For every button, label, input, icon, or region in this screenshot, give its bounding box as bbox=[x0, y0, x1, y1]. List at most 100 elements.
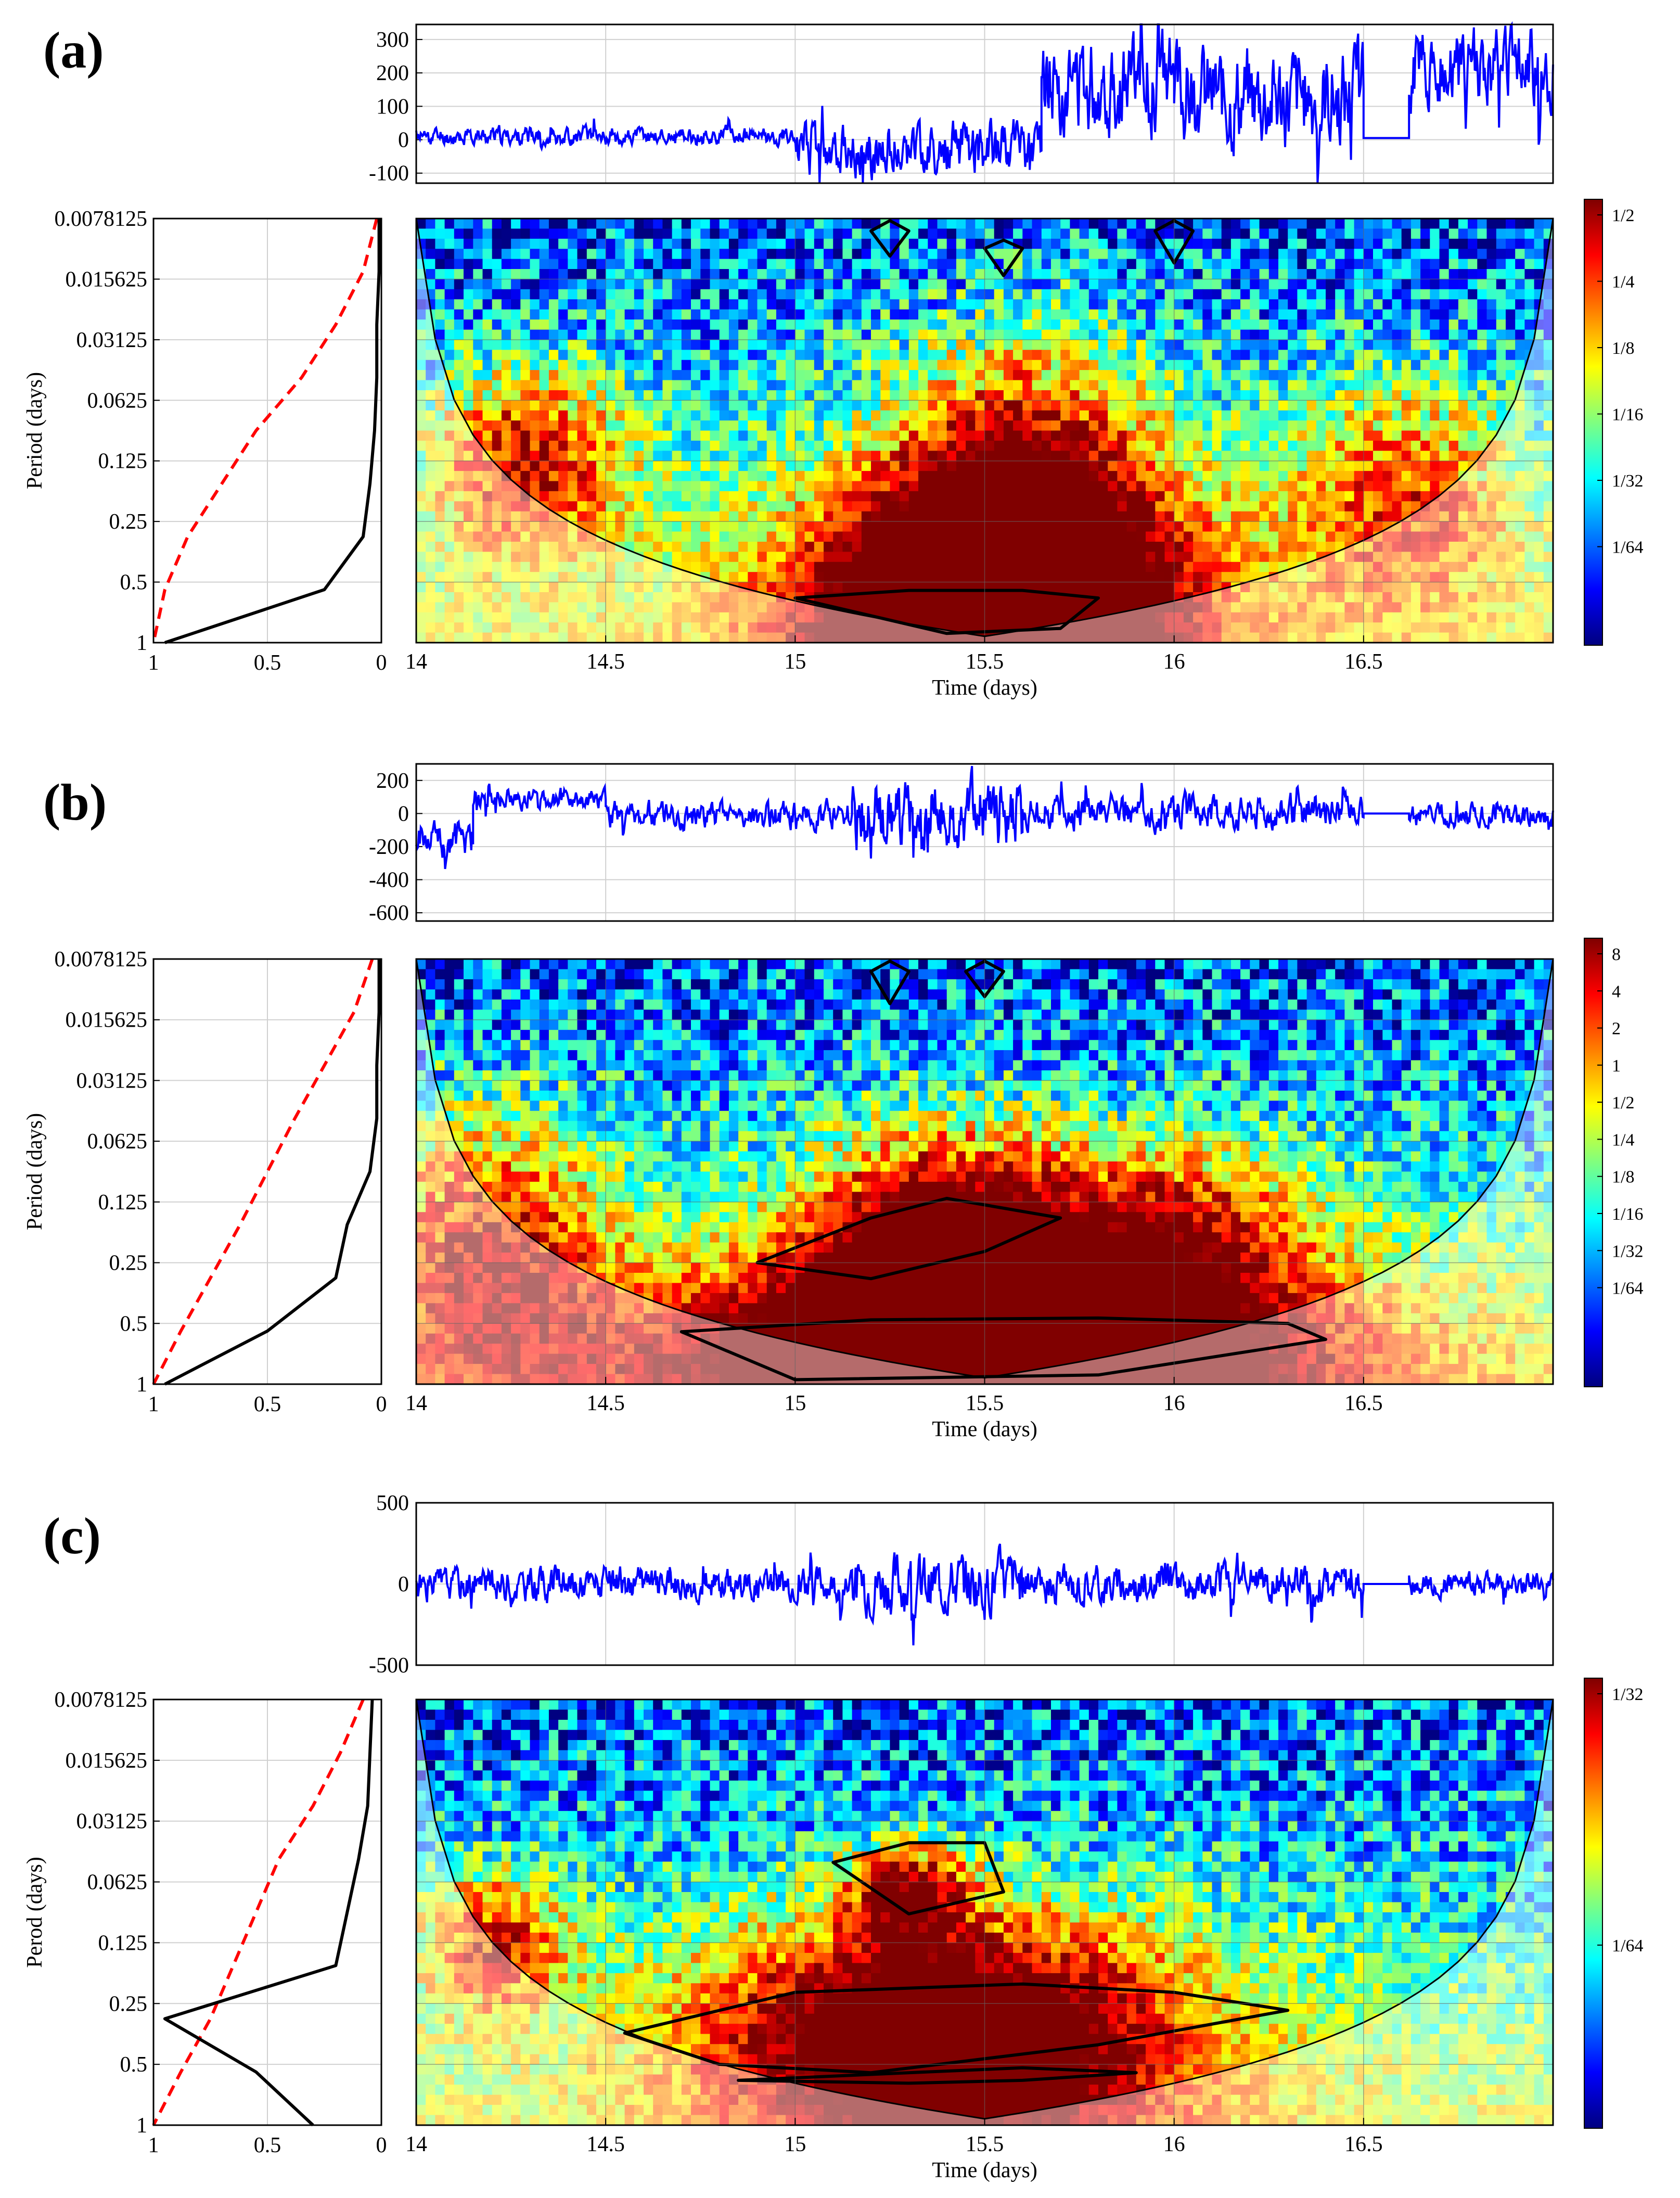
wavelet-cell bbox=[606, 309, 616, 320]
wavelet-cell bbox=[558, 320, 569, 330]
wavelet-cell bbox=[1146, 339, 1156, 351]
wavelet-cell bbox=[804, 329, 815, 340]
wavelet-cell bbox=[1335, 339, 1345, 351]
wavelet-cell bbox=[710, 279, 720, 290]
wavelet-cell bbox=[899, 451, 909, 462]
wavelet-cell bbox=[1060, 582, 1071, 593]
wavelet-cell bbox=[1373, 360, 1383, 371]
wavelet-cell bbox=[1297, 279, 1307, 290]
wavelet-cell bbox=[928, 279, 938, 290]
wavelet-cell bbox=[814, 430, 824, 441]
wavelet-cell bbox=[1022, 339, 1033, 351]
wavelet-cell bbox=[880, 430, 891, 441]
wavelet-cell bbox=[1240, 481, 1251, 492]
wavelet-cell bbox=[1155, 289, 1165, 300]
wavelet-cell bbox=[615, 350, 625, 361]
wavelet-cell bbox=[1041, 440, 1051, 452]
wavelet-cell bbox=[842, 430, 853, 441]
wavelet-cell bbox=[804, 309, 815, 320]
wavelet-cell bbox=[1126, 400, 1137, 411]
wavelet-cell bbox=[1240, 299, 1251, 310]
wavelet-cell bbox=[1230, 461, 1241, 472]
wavelet-cell bbox=[511, 329, 521, 340]
wavelet-cell bbox=[454, 320, 464, 330]
wavelet-cell bbox=[710, 299, 720, 310]
wavelet-cell bbox=[539, 259, 549, 270]
wavelet-cell bbox=[700, 420, 711, 431]
wavelet-cell bbox=[1430, 289, 1440, 300]
wavelet-cell bbox=[624, 440, 635, 452]
wavelet-cell bbox=[653, 289, 663, 300]
wavelet-cell bbox=[880, 269, 891, 280]
wavelet-cell bbox=[586, 400, 597, 411]
wavelet-cell bbox=[1003, 289, 1014, 300]
wavelet-cell bbox=[824, 561, 834, 573]
wavelet-cell bbox=[558, 430, 569, 441]
wavelet-cell bbox=[842, 572, 853, 583]
wavelet-cell bbox=[1477, 309, 1487, 320]
wavelet-cell bbox=[644, 249, 654, 260]
wavelet-cell bbox=[861, 249, 871, 260]
wavelet-cell bbox=[1240, 259, 1251, 270]
wavelet-cell bbox=[492, 400, 502, 411]
wavelet-cell bbox=[966, 410, 976, 421]
wavelet-cell bbox=[1202, 531, 1213, 542]
wavelet-cell bbox=[1079, 400, 1089, 411]
wavelet-cell bbox=[1401, 451, 1412, 462]
wavelet-cell bbox=[928, 501, 938, 512]
wavelet-cell bbox=[1344, 400, 1355, 411]
wavelet-cell bbox=[1098, 582, 1109, 593]
wavelet-cell bbox=[956, 612, 967, 623]
wavelet-cell bbox=[1335, 501, 1345, 512]
wavelet-cell bbox=[501, 451, 512, 462]
wavelet-cell bbox=[908, 612, 919, 623]
wavelet-cell bbox=[786, 511, 796, 522]
wavelet-cell bbox=[1221, 561, 1232, 573]
wavelet-cell bbox=[586, 289, 597, 300]
wavelet-cell bbox=[899, 491, 909, 502]
wavelet-cell bbox=[1230, 309, 1241, 320]
wavelet-cell bbox=[1164, 299, 1175, 310]
wavelet-cell bbox=[1316, 350, 1326, 361]
wavelet-cell bbox=[833, 370, 843, 381]
wavelet-cell bbox=[482, 420, 493, 431]
wavelet-cell bbox=[501, 420, 512, 431]
wavelet-cell bbox=[482, 350, 493, 361]
wavelet-cell bbox=[946, 461, 957, 472]
wavelet-cell bbox=[1259, 390, 1269, 401]
wavelet-cell bbox=[1108, 461, 1118, 472]
wavelet-cell bbox=[1202, 501, 1213, 512]
wavelet-cell bbox=[464, 360, 474, 371]
wavelet-cell bbox=[1316, 410, 1326, 421]
wavelet-cell bbox=[1543, 279, 1554, 290]
wavelet-cell bbox=[1306, 420, 1317, 431]
wavelet-cell bbox=[1430, 440, 1440, 452]
wavelet-cell bbox=[1126, 501, 1137, 512]
wavelet-cell bbox=[1108, 350, 1118, 361]
wavelet-cell bbox=[1117, 471, 1127, 482]
wavelet-cell bbox=[464, 269, 474, 280]
wavelet-cell bbox=[482, 410, 493, 421]
wavelet-cell bbox=[852, 390, 862, 401]
wavelet-cell bbox=[1022, 561, 1033, 573]
wavelet-cell bbox=[1202, 339, 1213, 351]
wavelet-cell bbox=[672, 228, 682, 239]
wavelet-cell bbox=[786, 380, 796, 391]
wavelet-cell bbox=[966, 451, 976, 462]
wavelet-cell bbox=[1221, 552, 1232, 563]
wavelet-cell bbox=[1297, 531, 1307, 542]
wavelet-cell bbox=[530, 451, 540, 462]
wavelet-cell bbox=[1524, 329, 1535, 340]
wavelet-cell bbox=[1212, 552, 1222, 563]
wavelet-cell bbox=[1032, 228, 1042, 239]
wavelet-cell bbox=[824, 360, 834, 371]
wavelet-cell bbox=[520, 269, 531, 280]
wavelet-cell bbox=[1344, 440, 1355, 452]
wavelet-cell bbox=[644, 390, 654, 401]
wavelet-cell bbox=[1174, 501, 1184, 512]
wavelet-cell bbox=[568, 511, 578, 522]
wavelet-cell bbox=[634, 309, 644, 320]
wavelet-cell bbox=[994, 461, 1004, 472]
wavelet-cell bbox=[691, 289, 701, 300]
wavelet-cell bbox=[1098, 259, 1109, 270]
